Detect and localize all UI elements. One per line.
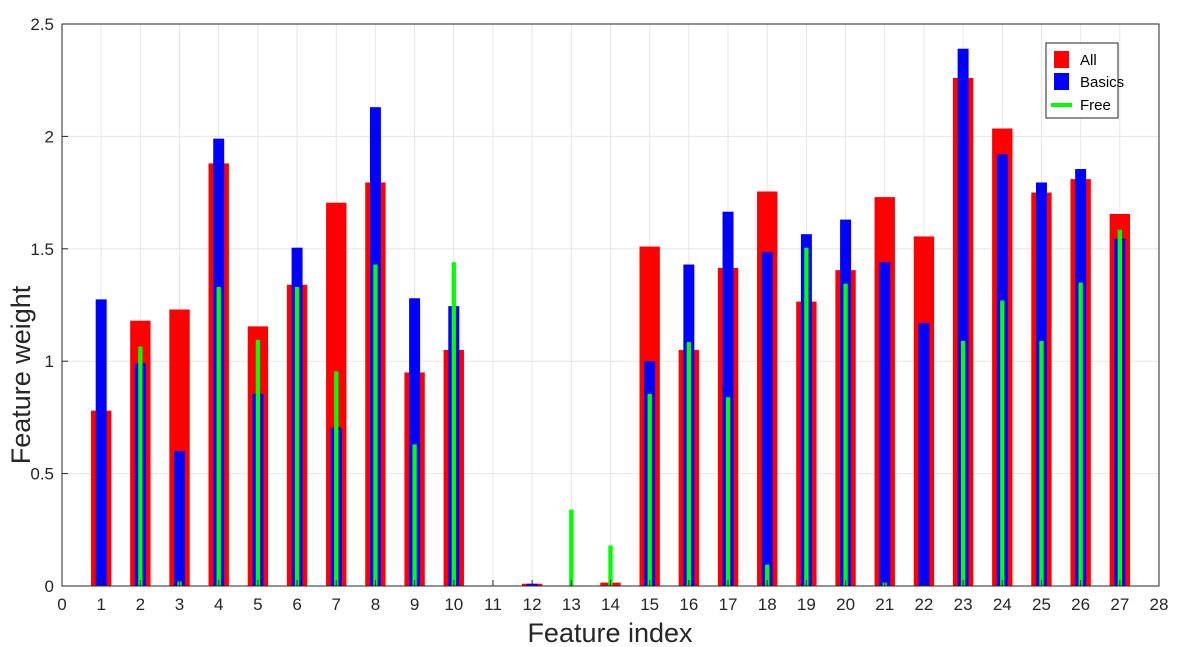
bars [90,48,1130,587]
bar-free-10 [451,262,456,586]
x-tick-label: 20 [836,595,855,614]
bar-free-13 [569,509,574,586]
x-tick-label: 21 [875,595,894,614]
bar-free-5 [255,339,261,586]
x-tick-label: 1 [96,595,105,614]
bar-basics-9 [409,298,421,586]
x-tick-label: 15 [640,595,659,614]
y-tick-label: 0 [45,577,54,596]
x-tick-label: 3 [175,595,184,614]
x-tick-label: 13 [562,595,581,614]
bar-basics-21 [879,262,891,586]
x-tick-label: 2 [136,595,145,614]
legend-label-free: Free [1080,97,1111,114]
x-tick-label: 7 [332,595,341,614]
y-tick-label: 0.5 [30,465,54,484]
x-tick-label: 12 [523,595,542,614]
bar-free-24 [1000,300,1005,586]
bar-free-19 [804,247,809,586]
legend-label-all: All [1080,52,1097,69]
bar-free-2 [138,346,143,586]
x-tick-label: 4 [214,595,223,614]
x-tick-label: 28 [1150,595,1169,614]
bar-free-26 [1078,282,1083,586]
x-axis-ticks: 0 1 2 3 4 5 6 7 8 9 10 11 12 13 14 15 16 17 18 19 20 21 22 23 24… [57,580,1168,614]
bar-free-8 [373,264,378,586]
x-tick-label: 14 [601,595,620,614]
bar-free-16 [686,342,692,586]
legend: All Basics Free [1045,42,1124,119]
bar-basics-23 [957,48,969,587]
x-tick-label: 27 [1110,595,1129,614]
bar-free-23 [960,340,966,586]
y-tick-label: 1 [45,352,54,371]
y-tick-label: 2 [45,127,54,146]
legend-swatch-all [1054,51,1069,68]
bar-free-20 [843,283,848,586]
x-tick-label: 22 [914,595,933,614]
x-tick-label: 23 [954,595,973,614]
x-tick-label: 24 [993,595,1012,614]
x-tick-label: 25 [1032,595,1051,614]
x-tick-label: 5 [253,595,262,614]
bar-basics-3 [174,451,186,586]
bar-basics-18 [761,252,773,587]
y-tick-label: 1.5 [30,240,54,259]
x-tick-label: 16 [679,595,698,614]
legend-swatch-basics [1054,73,1069,90]
bar-free-7 [334,371,339,586]
x-tick-label: 17 [719,595,738,614]
x-tick-label: 6 [292,595,301,614]
y-tick-label: 2.5 [30,15,54,34]
x-tick-label: 11 [484,595,502,614]
legend-swatch-free [1051,103,1072,107]
x-tick-label: 0 [57,595,66,614]
y-axis-label: Feature weight [6,285,36,464]
x-tick-label: 19 [797,595,816,614]
x-tick-label: 9 [410,595,419,614]
bar-free-17 [725,397,731,586]
bar-basics-1 [95,299,107,586]
y-axis-ticks: 0 0.5 1 1.5 2 2.5 [30,15,68,596]
bar-free-6 [294,287,300,586]
x-tick-label: 18 [758,595,777,614]
bar-free-15 [647,393,652,586]
bar-free-25 [1039,340,1044,586]
x-tick-label: 10 [444,595,463,614]
bar-free-27 [1117,229,1122,586]
x-axis-label: Feature index [527,618,693,647]
bar-free-4 [216,287,221,586]
bar-free-18 [765,564,770,586]
bar-basics-22 [918,322,930,586]
x-tick-label: 8 [371,595,380,614]
x-tick-label: 26 [1071,595,1090,614]
legend-label-basics: Basics [1080,74,1124,91]
bar-free-14 [608,545,613,586]
bar-free-9 [412,444,417,586]
